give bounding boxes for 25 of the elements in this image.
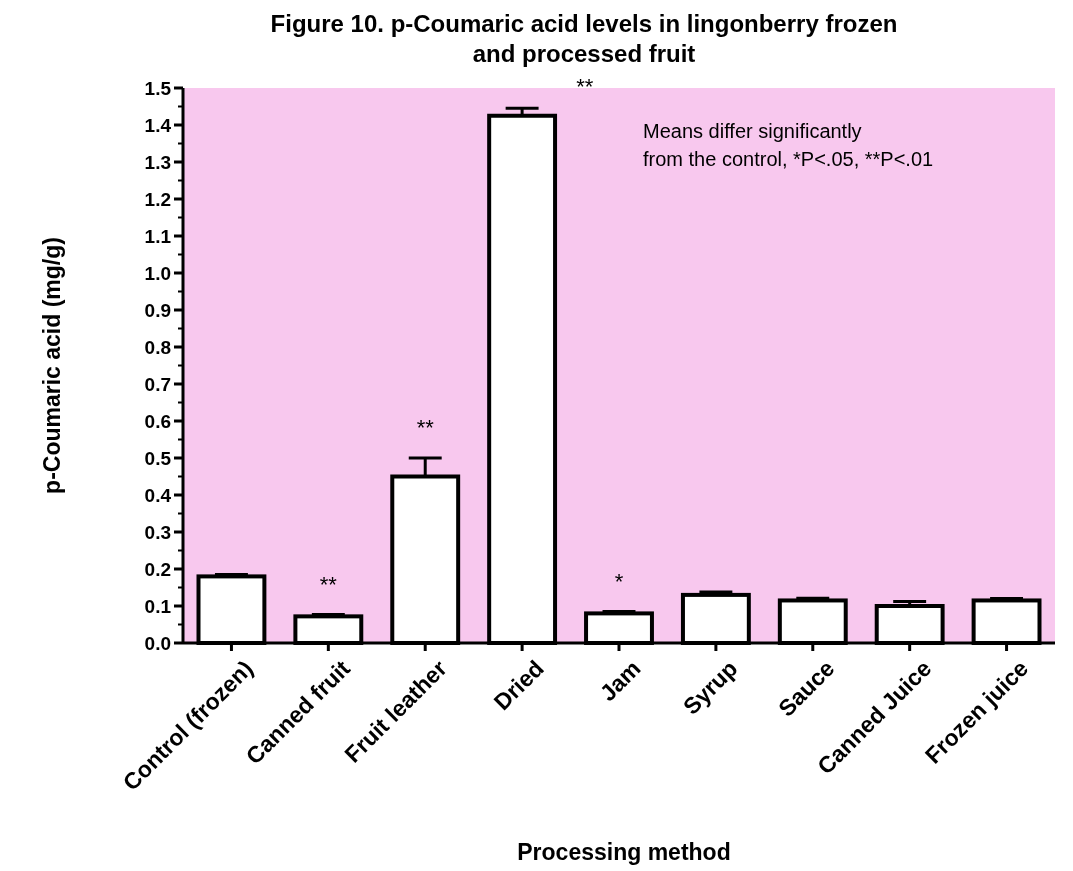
y-tick-label: 1.5: [144, 77, 172, 99]
y-tick-label: 0.5: [144, 447, 172, 469]
y-tick-label: 1.3: [144, 151, 171, 173]
y-tick-label: 0.0: [144, 632, 171, 654]
y-tick-label: 1.4: [144, 114, 172, 136]
y-tick-label: 0.4: [144, 484, 172, 506]
y-tick-label: 0.9: [144, 299, 171, 321]
y-tick-label: 0.8: [144, 336, 171, 358]
x-tick-label: Jam: [594, 655, 646, 707]
y-tick-label: 0.7: [144, 373, 171, 395]
annotation: **: [416, 415, 435, 441]
y-tick-label: 0.1: [144, 595, 172, 617]
annotation: **: [576, 74, 594, 100]
x-axis-title: Processing method: [517, 839, 731, 865]
y-tick-label: 0.2: [144, 558, 171, 580]
y-tick-label: 1.0: [144, 262, 171, 284]
y-tick-label: 1.1: [144, 225, 172, 247]
chart-title: Figure 10. p-Coumaric acid levels in lingonberry frozen and processed fruit: [270, 10, 898, 67]
annotation: *: [614, 569, 624, 595]
y-tick-label: 0.6: [144, 410, 171, 432]
y-tick-label: 0.3: [144, 521, 171, 543]
y-tick-label: 1.2: [144, 188, 171, 210]
y-axis-title: p-Coumaric acid (mg/g): [39, 237, 65, 494]
annotation: Means differ significantly from the control, *P<.05, **P<.01: [643, 120, 934, 170]
annotation: **: [319, 571, 338, 597]
